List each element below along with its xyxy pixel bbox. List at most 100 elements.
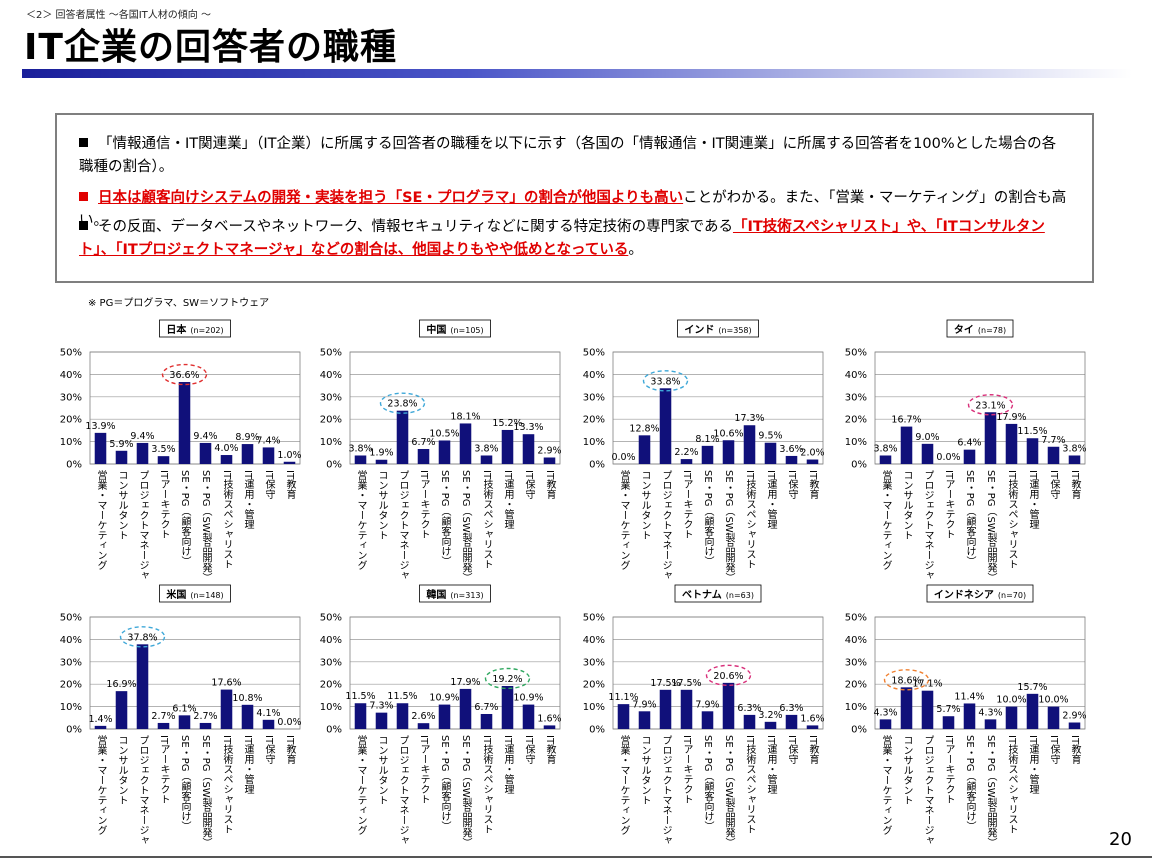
data-label: 18.6% bbox=[891, 675, 921, 686]
category-label: IT技術スペシャリスト bbox=[481, 735, 493, 834]
category-label: IT保守 bbox=[1048, 470, 1060, 500]
category-label: ITアーキテクト bbox=[158, 470, 169, 539]
data-label: 0.0% bbox=[936, 452, 960, 463]
y-tick-label: 0% bbox=[851, 460, 867, 471]
bar bbox=[115, 691, 128, 729]
data-label: 10.6% bbox=[713, 428, 743, 439]
data-label: 11.5% bbox=[387, 691, 417, 702]
y-tick-label: 30% bbox=[583, 657, 605, 668]
y-tick-label: 20% bbox=[320, 415, 342, 426]
y-tick-label: 30% bbox=[845, 392, 867, 403]
bar bbox=[1068, 722, 1081, 729]
data-label: 8.9% bbox=[235, 432, 259, 443]
summary-box: 「情報通信・IT関連業」（IT企業）に所属する回答者の職種を以下に示す（各国の「… bbox=[55, 113, 1094, 283]
chart-title-country: インド bbox=[684, 324, 714, 336]
y-tick-label: 20% bbox=[320, 680, 342, 691]
bar bbox=[220, 689, 233, 729]
bar bbox=[396, 703, 409, 729]
plot-frame bbox=[874, 351, 1086, 465]
category-label: コンサルタント bbox=[901, 470, 913, 540]
data-label: 6.7% bbox=[411, 437, 435, 448]
chart-title-n: (n=148) bbox=[190, 591, 223, 600]
category-label: SE・PG（SW製品開発） bbox=[985, 470, 997, 583]
y-tick-label: 50% bbox=[845, 348, 867, 359]
data-label: 10.0% bbox=[1038, 695, 1068, 706]
data-label: 0.0% bbox=[277, 717, 301, 728]
bar bbox=[136, 644, 149, 729]
bar-chart-2: インド (n=358) 0% 10% 20% 30% 40% 50% 0.0% 営業・マーケティン… bbox=[583, 319, 825, 583]
y-tick-label: 10% bbox=[60, 702, 82, 713]
data-label: 6.3% bbox=[779, 703, 803, 714]
data-label: 16.7% bbox=[891, 415, 921, 426]
bar bbox=[963, 449, 976, 464]
category-label: コンサルタント bbox=[901, 735, 913, 805]
chart-title-n: (n=202) bbox=[190, 326, 223, 335]
data-label: 3.8% bbox=[348, 443, 372, 454]
bar bbox=[984, 719, 997, 729]
bullet-square-icon bbox=[79, 192, 88, 201]
category-label: 営業・マーケティング bbox=[355, 734, 367, 835]
category-label: プロジェクトマネージャ bbox=[922, 470, 934, 580]
category-label: IT教育 bbox=[544, 470, 556, 500]
bar bbox=[543, 457, 556, 464]
data-label: 3.8% bbox=[873, 443, 897, 454]
bar bbox=[501, 429, 514, 464]
y-tick-label: 10% bbox=[60, 437, 82, 448]
chart-title-box bbox=[674, 584, 762, 603]
data-label: 20.6% bbox=[713, 671, 743, 682]
data-label: 2.9% bbox=[537, 446, 561, 457]
bar bbox=[921, 690, 934, 729]
category-label: 営業・マーケティング bbox=[355, 469, 367, 570]
y-tick-label: 40% bbox=[583, 370, 605, 381]
bar bbox=[199, 442, 212, 464]
chart-title-text: 米国 (n=148) bbox=[166, 588, 223, 601]
category-label: SE・PG（顧客向け） bbox=[964, 470, 976, 566]
bar bbox=[722, 682, 735, 729]
bar bbox=[900, 687, 913, 729]
category-label: IT運用・管理 bbox=[1027, 735, 1039, 794]
data-label: 2.6% bbox=[411, 711, 435, 722]
data-label: 11.1% bbox=[608, 692, 638, 703]
bar bbox=[417, 723, 430, 729]
category-label: IT運用・管理 bbox=[765, 735, 777, 794]
data-label: 6.1% bbox=[172, 703, 196, 714]
data-label: 33.8% bbox=[650, 376, 680, 387]
bar bbox=[157, 722, 170, 729]
bar bbox=[1026, 693, 1039, 729]
data-label: 17.9% bbox=[996, 412, 1026, 423]
data-label: 4.3% bbox=[873, 707, 897, 718]
data-label: 6.4% bbox=[957, 438, 981, 449]
data-label: 6.7% bbox=[474, 702, 498, 713]
bar bbox=[522, 704, 535, 729]
bar bbox=[354, 455, 367, 464]
category-label: IT運用・管理 bbox=[1027, 470, 1039, 529]
chart-title-country: インドネシア bbox=[934, 589, 994, 601]
category-label: IT保守 bbox=[263, 470, 275, 500]
bar bbox=[1005, 423, 1018, 464]
category-label: ITアーキテクト bbox=[943, 470, 954, 539]
category-label: IT教育 bbox=[1069, 470, 1081, 500]
bar bbox=[617, 704, 630, 729]
category-label: SE・PG（顧客向け） bbox=[702, 470, 714, 566]
data-label: 13.9% bbox=[85, 421, 115, 432]
data-label: 3.8% bbox=[474, 443, 498, 454]
bar bbox=[743, 714, 756, 729]
category-label: IT運用・管理 bbox=[242, 735, 254, 794]
bullet-3-highlight: 「IT技術スペシャリスト」や、「ITコンサルタント」、「ITプロジェクトマネージ… bbox=[79, 219, 1045, 258]
y-tick-label: 0% bbox=[851, 725, 867, 736]
category-label: SE・PG（顧客向け） bbox=[179, 735, 191, 831]
category-label: IT保守 bbox=[1048, 735, 1060, 765]
chart-title: 韓国 (n=313) bbox=[419, 584, 491, 603]
category-label: IT保守 bbox=[523, 470, 535, 500]
page-title: IT企業の回答者の職種 bbox=[24, 27, 397, 68]
title-underline-bar bbox=[22, 69, 1132, 78]
chart-title-country: 韓国 bbox=[426, 588, 446, 601]
bullet-1: 「情報通信・IT関連業」（IT企業）に所属する回答者の職種を以下に示す（各国の「… bbox=[79, 133, 1069, 179]
category-label: コンサルタント bbox=[639, 470, 651, 540]
chart-title-text: インド (n=358) bbox=[684, 324, 751, 336]
chart-title-country: タイ bbox=[954, 324, 974, 336]
data-label: 1.0% bbox=[277, 450, 301, 461]
data-label: 6.3% bbox=[737, 703, 761, 714]
bar bbox=[543, 725, 556, 729]
category-label: IT教育 bbox=[807, 470, 819, 500]
